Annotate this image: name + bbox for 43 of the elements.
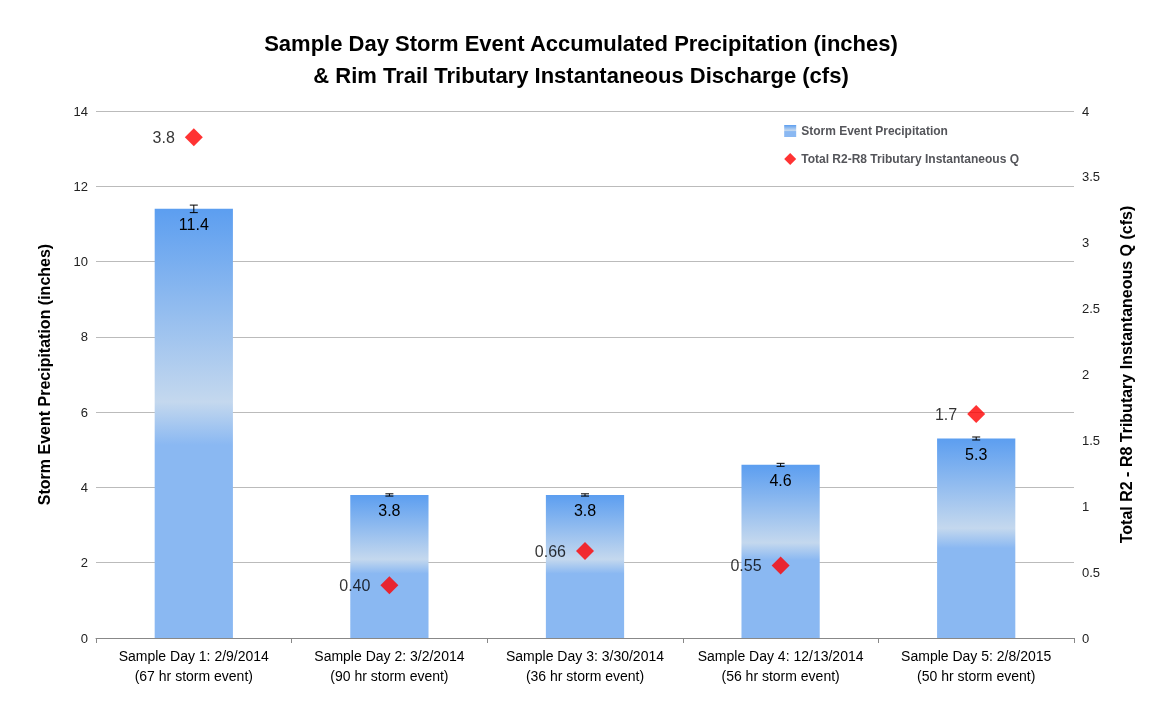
- data-label: 3.8: [152, 128, 175, 146]
- data-label: 4.6: [769, 472, 792, 490]
- y2-tick-label: 4: [1082, 103, 1090, 119]
- x-tick-label: Sample Day 4: 12/13/2014 (56 hr storm event): [697, 648, 864, 684]
- data-label: 3.8: [378, 502, 401, 520]
- data-label: 3.8: [573, 502, 597, 520]
- y-axis-title: Storm Event Precipitation (inches): [35, 243, 53, 506]
- x-tick-label: Sample Day 2: 3/2/2014 (90 hr storm event): [314, 648, 465, 684]
- y2-tick-label: 0: [1082, 630, 1090, 646]
- data-label: 0.66: [534, 542, 567, 560]
- point: [380, 576, 399, 595]
- data-label: 5.3: [965, 445, 988, 463]
- y-tick-label: 8: [80, 329, 88, 345]
- y-tick-label: 6: [80, 404, 88, 420]
- point: [967, 405, 986, 424]
- point: [771, 556, 790, 575]
- y-tick-label: 2: [80, 555, 88, 571]
- data-label: 0.55: [730, 557, 762, 575]
- y2-tick-label: 2: [1082, 367, 1090, 382]
- data-label: 1.7: [934, 405, 958, 423]
- y2-tick-label: 1.5: [1082, 432, 1101, 448]
- y-tick-label: 0: [80, 630, 88, 646]
- data-label: 11.4: [178, 216, 209, 234]
- point: [184, 128, 203, 147]
- y-tick-label: 14: [73, 103, 88, 119]
- x-tick-label: Sample Day 1: 2/9/2014 (67 hr storm event): [118, 648, 270, 684]
- y2-tick-label: 3: [1082, 235, 1090, 251]
- y-tick-label: 10: [73, 254, 88, 270]
- bar: [154, 208, 233, 638]
- y2-tick-label: 1: [1082, 498, 1090, 514]
- y2-tick-label: 2.5: [1082, 301, 1101, 317]
- chart-title: Sample Day Storm Event Accumulated Precipitation (inches) & Rim Trail Tributary Instantaneous Discharge (cfs): [264, 30, 898, 88]
- y2-tick-label: 0.5: [1082, 564, 1101, 580]
- x-tick-label: Sample Day 3: 3/30/2014 (36 hr storm event): [506, 648, 665, 684]
- y2-tick-label: 3.5: [1082, 169, 1101, 185]
- y-tick-label: 12: [73, 178, 88, 194]
- y-tick-label: 4: [80, 479, 88, 495]
- legend-label: Total R2-R8 Tributary Instantaneous Q: [801, 152, 1019, 166]
- point: [576, 542, 594, 561]
- y2-axis-title: Total R2 - R8 Tributary Instantaneous Q (cfs): [1117, 205, 1135, 544]
- bar: [937, 438, 1016, 638]
- x-tick-label: Sample Day 5: 2/8/2015 (50 hr storm event): [901, 648, 1052, 684]
- legend-label: Storm Event Precipitation: [801, 124, 948, 138]
